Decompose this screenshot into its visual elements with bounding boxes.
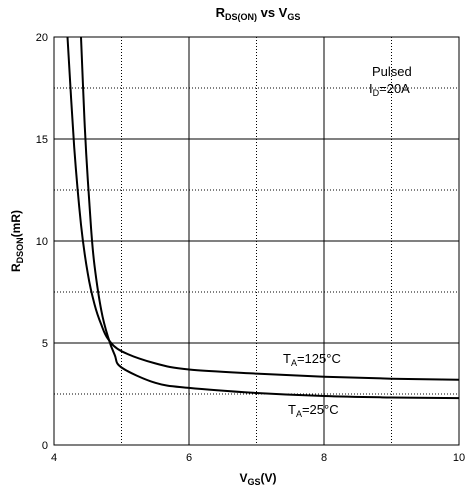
series-label-125c-sub: A [291, 358, 297, 368]
x-tick-8: 8 [321, 452, 327, 464]
x-tick-10: 10 [453, 452, 465, 464]
annotation-id-rest: =20A [379, 81, 410, 96]
y-tick-10: 10 [36, 236, 48, 248]
series-label-25c: TA=25°C [288, 402, 339, 419]
title-r-sub: DS(ON) [225, 12, 257, 22]
y-tick-5: 5 [42, 338, 48, 350]
y-axis-label-suffix: (mR) [9, 210, 23, 237]
y-axis-label: RDSON(mR) [9, 210, 25, 272]
title-vs: vs V [257, 5, 288, 20]
series-label-125c-main: T [283, 351, 291, 366]
x-axis-label-main: V [239, 471, 247, 485]
title-v-sub: GS [287, 12, 300, 22]
y-axis-label-sub: DSON [15, 237, 25, 263]
series-line-25c [80, 36, 460, 400]
grid-lines [54, 37, 459, 445]
series-label-25c-sub: A [296, 409, 302, 419]
annotation-pulsed: Pulsed [372, 64, 412, 79]
x-axis-label-suffix: (V) [261, 471, 277, 485]
y-tick-labels: 0 5 10 15 20 [36, 32, 48, 452]
x-tick-6: 6 [186, 452, 192, 464]
series-lines [66, 36, 460, 400]
y-axis-label-main: R [9, 263, 23, 272]
plot-frame [53, 36, 460, 446]
x-axis-label-sub: GS [248, 477, 261, 487]
x-axis-label: VGS(V) [239, 471, 276, 487]
y-tick-0: 0 [42, 440, 48, 452]
x-tick-4: 4 [51, 452, 57, 464]
series-label-125c: TA=125°C [283, 351, 341, 368]
title-r: R [216, 5, 226, 20]
annotation-id-main: I [369, 81, 373, 96]
chart-title: RDS(ON) vs VGS [216, 5, 301, 22]
series-line-125c [66, 36, 460, 381]
series-label-125c-rest: =125°C [297, 351, 341, 366]
annotation-id-sub: D [373, 88, 380, 98]
series-label-25c-main: T [288, 402, 296, 417]
series-label-25c-rest: =25°C [302, 402, 339, 417]
annotation-id: ID=20A [369, 81, 410, 98]
y-tick-15: 15 [36, 134, 48, 146]
y-tick-20: 20 [36, 32, 48, 44]
x-tick-labels: 4 6 8 10 [51, 452, 465, 464]
